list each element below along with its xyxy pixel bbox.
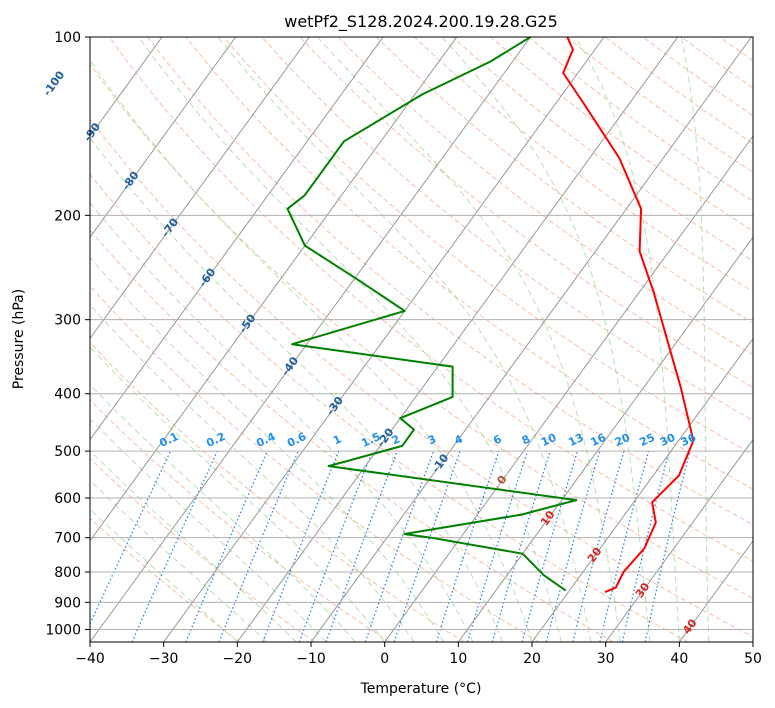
dry-adiabat xyxy=(90,399,390,642)
mixing-ratio-line xyxy=(298,450,374,642)
y-tick-label: 600 xyxy=(54,491,81,507)
isotherm-line xyxy=(605,438,753,642)
mixing-ratio-line xyxy=(572,450,625,642)
x-tick-label: −30 xyxy=(149,651,179,667)
x-tick-label: −40 xyxy=(75,651,105,667)
moist-adiabat xyxy=(90,256,445,642)
mixing-ratio-line xyxy=(621,450,670,642)
moist-adiabat xyxy=(90,304,415,642)
mixing-ratio-line xyxy=(218,450,299,642)
y-tick-label: 500 xyxy=(54,444,81,460)
mixing-ratio-label: 30 xyxy=(658,431,678,449)
mixing-ratio-label: 25 xyxy=(637,431,656,449)
y-tick-label: 300 xyxy=(54,313,81,329)
x-tick-label: 40 xyxy=(670,651,688,667)
y-tick-label: 900 xyxy=(54,595,81,611)
dewpoint-line xyxy=(286,37,578,592)
x-tick-label: −10 xyxy=(296,651,326,667)
x-tick-label: 10 xyxy=(449,651,467,667)
mixing-ratio-line xyxy=(599,450,650,642)
grid-lines xyxy=(90,37,753,642)
isotherm-line xyxy=(90,37,458,542)
chart-title: wetPf2_S128.2024.200.19.28.G25 xyxy=(284,12,558,32)
dry-adiabat xyxy=(90,285,540,642)
mixing-ratio-line xyxy=(521,450,579,642)
moist-adiabat xyxy=(317,37,621,642)
mixing-ratio-line xyxy=(364,450,435,642)
x-tick-label: −20 xyxy=(223,651,253,667)
moist-adiabat xyxy=(90,508,238,642)
dry-adiabat xyxy=(337,37,753,356)
isotherm-line xyxy=(163,37,605,642)
axis-ticks: −40 −30 −20 −10 0 10 20 30 40 50 100 200 300 400 500 60… xyxy=(45,30,762,667)
moist-adiabat xyxy=(575,37,680,642)
moist-adiabat xyxy=(90,59,533,642)
isotherm-line xyxy=(90,37,237,239)
isotherm-line xyxy=(457,236,753,642)
isotherm-line xyxy=(236,37,679,642)
dry-adiabat xyxy=(223,37,753,456)
dry-adiabat xyxy=(147,37,753,526)
mixing-ratio-line xyxy=(325,450,398,642)
y-tick-label: 200 xyxy=(54,208,81,224)
y-axis-label: Pressure (hPa) xyxy=(11,289,27,389)
dry-adiabat xyxy=(90,457,315,642)
moist-adiabat xyxy=(90,449,297,642)
mixing-ratio-line xyxy=(466,450,529,642)
isotherm-line xyxy=(531,337,753,642)
moist-adiabat xyxy=(90,346,386,642)
profile-series xyxy=(286,37,695,594)
y-tick-label: 100 xyxy=(54,30,81,46)
adiabat-background-lines xyxy=(90,37,753,642)
y-tick-label: 700 xyxy=(54,531,81,547)
dry-adiabat xyxy=(90,341,465,642)
mixing-ratio-label: 13 xyxy=(566,431,585,449)
moist-adiabat xyxy=(90,201,474,642)
moist-adiabat xyxy=(217,37,592,642)
y-tick-label: 400 xyxy=(54,387,81,403)
mixing-ratio-label: 20 xyxy=(613,431,633,449)
x-tick-label: 20 xyxy=(523,651,541,667)
mixing-ratio-line xyxy=(131,450,218,642)
dry-adiabat xyxy=(90,229,614,642)
x-tick-label: 50 xyxy=(744,651,762,667)
moist-adiabat xyxy=(90,479,268,642)
temperature-line xyxy=(562,37,695,594)
x-tick-label: 30 xyxy=(597,651,615,667)
x-axis-label: Temperature (°C) xyxy=(360,681,482,697)
isotherm-line xyxy=(90,37,384,441)
y-tick-label: 1000 xyxy=(45,622,81,638)
mixing-ratio-label: 36 xyxy=(679,431,699,449)
moist-adiabat xyxy=(90,137,503,642)
isotherm-line xyxy=(310,37,752,642)
isotherm-line xyxy=(384,135,753,642)
mixing-ratio-line xyxy=(185,450,268,642)
mixing-ratio-label: 10 xyxy=(539,431,559,449)
x-tick-label: 0 xyxy=(380,651,389,667)
moist-adiabat xyxy=(90,383,356,642)
moist-adiabat xyxy=(441,37,651,642)
mixing-ratio-line xyxy=(262,450,340,642)
y-tick-label: 800 xyxy=(54,565,81,581)
moist-adiabat xyxy=(680,37,710,642)
dry-adiabat xyxy=(90,173,689,642)
dry-adiabat xyxy=(108,37,753,562)
dry-adiabat xyxy=(185,37,753,490)
dry-adiabat xyxy=(90,517,241,642)
mixing-ratio-label: 16 xyxy=(589,431,609,449)
plot-frame xyxy=(89,36,754,643)
dry-adiabat xyxy=(375,37,753,324)
mixing-ratio-line xyxy=(435,450,500,642)
mixing-ratio-line xyxy=(545,450,601,642)
isotherm-line xyxy=(90,37,310,340)
